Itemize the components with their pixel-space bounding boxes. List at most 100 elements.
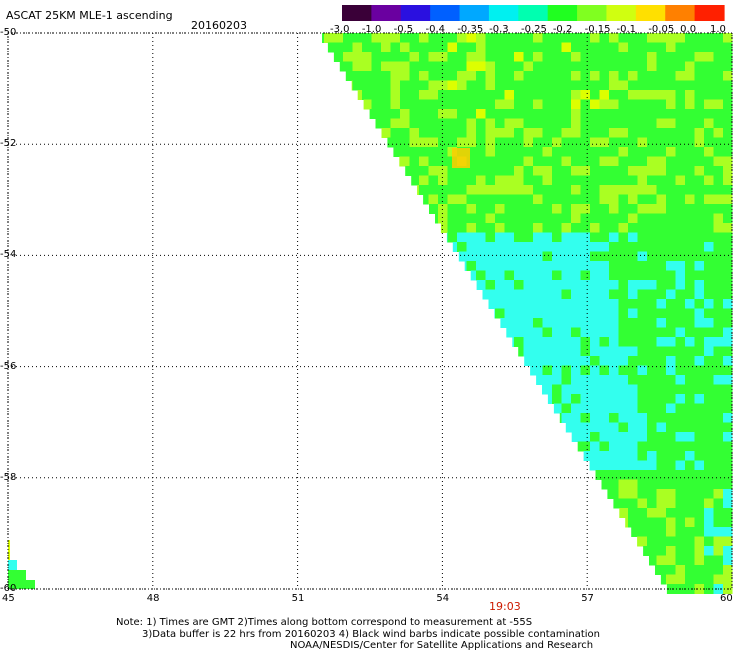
swath-cell (561, 128, 571, 138)
swath-cell (684, 318, 695, 328)
swath-cell (456, 166, 467, 176)
swath-cell (561, 356, 571, 366)
swath-cell (665, 470, 676, 480)
swath-cell (485, 251, 495, 262)
swath-cell (494, 289, 505, 300)
swath-cell (599, 185, 609, 195)
swath-cell (399, 42, 410, 53)
colorbar-tick-label: -0.15 (584, 24, 611, 35)
swath-cell (466, 137, 476, 148)
swath-cell (646, 109, 657, 119)
swath-cell (589, 346, 600, 357)
swath-cell (675, 61, 685, 72)
swath-cell (722, 232, 733, 243)
swath-cell (504, 80, 514, 91)
swath-cell (466, 194, 476, 205)
swath-cell (504, 90, 514, 100)
swath-cell (475, 71, 486, 81)
swath-cell (608, 194, 619, 205)
swath-cell (494, 166, 505, 176)
swath-cell (646, 460, 657, 471)
swath-cell (684, 175, 695, 186)
swath-cell (466, 147, 476, 157)
swath-cell (390, 109, 400, 119)
swath-cell (580, 346, 590, 357)
swath-cell (551, 137, 562, 148)
swath-cell (675, 574, 685, 585)
swath-cell (618, 137, 628, 148)
swath-cell (713, 574, 723, 585)
swath-cell (532, 289, 543, 300)
swath-cell (399, 156, 400, 167)
swath-cell (684, 232, 695, 243)
swath-cell (428, 175, 438, 186)
swath-cell (694, 498, 704, 509)
swath-cell (561, 156, 571, 167)
swath-cell (589, 394, 600, 404)
swath-cell (618, 441, 628, 452)
swath-cell (703, 242, 714, 252)
swath-cell (542, 242, 552, 252)
swath-cell (466, 185, 476, 195)
swath-cell (618, 156, 628, 167)
swath-cell (618, 185, 628, 195)
swath-cell (631, 527, 638, 537)
swath-cell (466, 204, 476, 214)
swath-cell (599, 261, 609, 271)
swath-cell (456, 213, 467, 224)
swath-cell (589, 147, 600, 157)
swath-cell (637, 527, 647, 537)
swath-cell (722, 213, 733, 224)
swath-cell (684, 80, 695, 91)
swath-cell (675, 451, 685, 461)
swath-cell (646, 232, 657, 243)
swath-cell (722, 33, 733, 43)
swath-cell (399, 33, 410, 43)
swath-cell (637, 394, 647, 404)
longitude-label: 48 (146, 593, 160, 604)
swath-cell (684, 365, 695, 376)
swath-cell (656, 223, 666, 233)
swath-cell (456, 185, 467, 195)
swath-cell (694, 223, 704, 233)
swath-cell (523, 118, 533, 129)
swath-cell (713, 441, 723, 452)
swath-cell (601, 479, 609, 490)
swath-cell (371, 109, 381, 119)
swath-cell (684, 337, 695, 347)
swath-cell (703, 327, 714, 338)
swath-cell (428, 137, 438, 148)
swath-cell (722, 470, 733, 480)
swath-cell (570, 384, 581, 395)
swath-cell (447, 175, 457, 186)
swath-cell (627, 356, 638, 366)
swath-cell (618, 489, 628, 499)
swath-cell (665, 61, 676, 72)
swath-cell (627, 137, 638, 148)
swath-cell (627, 327, 638, 338)
swath-cell (608, 223, 619, 233)
swath-cell (542, 42, 552, 53)
swath-cell (675, 299, 685, 309)
swath-cell (675, 508, 685, 518)
swath-cell (713, 318, 723, 328)
swath-cell (561, 346, 571, 357)
swath-cell (418, 118, 429, 129)
swath-cell (551, 33, 562, 43)
swath-cell (656, 536, 666, 547)
swath-cell (618, 394, 628, 404)
swath-cell (618, 90, 628, 100)
swath-cell (542, 33, 552, 43)
swath-cell (589, 80, 600, 91)
swath-cell (646, 213, 657, 224)
swath-cell (713, 175, 723, 186)
swath-cell (627, 242, 638, 252)
swath-cell (532, 242, 543, 252)
swath-cell (504, 61, 514, 72)
swath-cell (703, 346, 714, 357)
swath-cell (475, 204, 486, 214)
swath-cell (561, 403, 571, 414)
swath-cell (561, 308, 571, 319)
swath-cell (513, 232, 524, 243)
swath-cell (513, 261, 524, 271)
